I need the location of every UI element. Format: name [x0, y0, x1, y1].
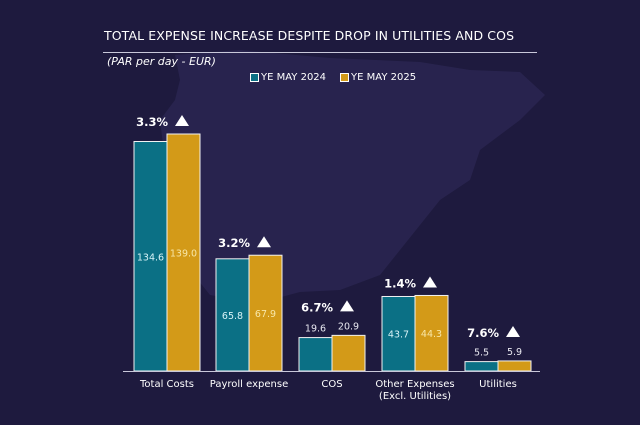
change-annotation: 3.3%: [136, 115, 168, 129]
data-label: 5.9: [507, 347, 522, 358]
data-label: 20.9: [338, 321, 359, 332]
data-label: 44.3: [421, 329, 442, 340]
legend-item-2024: YE MAY 2024: [250, 72, 326, 83]
change-annotation: 7.6%: [467, 326, 499, 340]
legend-item-2025: YE MAY 2025: [340, 72, 416, 83]
category-label: Total Costs: [139, 379, 194, 390]
change-annotation: 6.7%: [301, 300, 333, 314]
change-annotation: 3.2%: [218, 236, 250, 250]
bar-2024: [298, 337, 333, 372]
legend-label-2024: YE MAY 2024: [261, 72, 327, 83]
bar-2025: [331, 334, 366, 372]
data-label: 65.8: [222, 311, 243, 322]
bar-2024: [464, 361, 499, 372]
category-label: COS: [321, 379, 342, 390]
bar-2025: [248, 254, 283, 372]
legend-swatch-2025: [340, 73, 350, 82]
data-label: 67.9: [255, 309, 276, 320]
legend: YE MAY 2024 YE MAY 2025: [250, 72, 416, 83]
category-label: Payroll expense: [210, 379, 288, 390]
bar-2024: [215, 258, 250, 372]
map-silhouette: [160, 50, 545, 300]
up-triangle-icon: [506, 325, 520, 337]
data-label: 5.5: [474, 348, 489, 359]
legend-label-2025: YE MAY 2025: [351, 72, 417, 83]
data-label: 19.6: [305, 324, 326, 335]
chart-title: TOTAL EXPENSE INCREASE DESPITE DROP IN U…: [104, 28, 515, 43]
category-label: Utilities: [479, 379, 517, 390]
title-divider: [103, 52, 537, 53]
up-triangle-icon: [257, 236, 271, 248]
data-label: 43.7: [388, 330, 409, 341]
up-triangle-icon: [175, 115, 189, 126]
change-annotation: 1.4%: [384, 276, 416, 290]
up-triangle-icon: [340, 300, 354, 312]
data-label: 139.0: [170, 249, 197, 260]
bar-2025: [414, 294, 449, 372]
category-label: Other Expenses: [375, 379, 454, 390]
up-triangle-icon: [423, 276, 437, 288]
legend-swatch-2024: [250, 73, 259, 82]
bar-2025: [497, 360, 532, 372]
chart-subtitle: (PAR per day - EUR): [107, 55, 216, 68]
data-label: 134.6: [137, 252, 164, 263]
category-label: (Excl. Utilities): [379, 391, 451, 402]
bar-2025: [166, 133, 201, 372]
